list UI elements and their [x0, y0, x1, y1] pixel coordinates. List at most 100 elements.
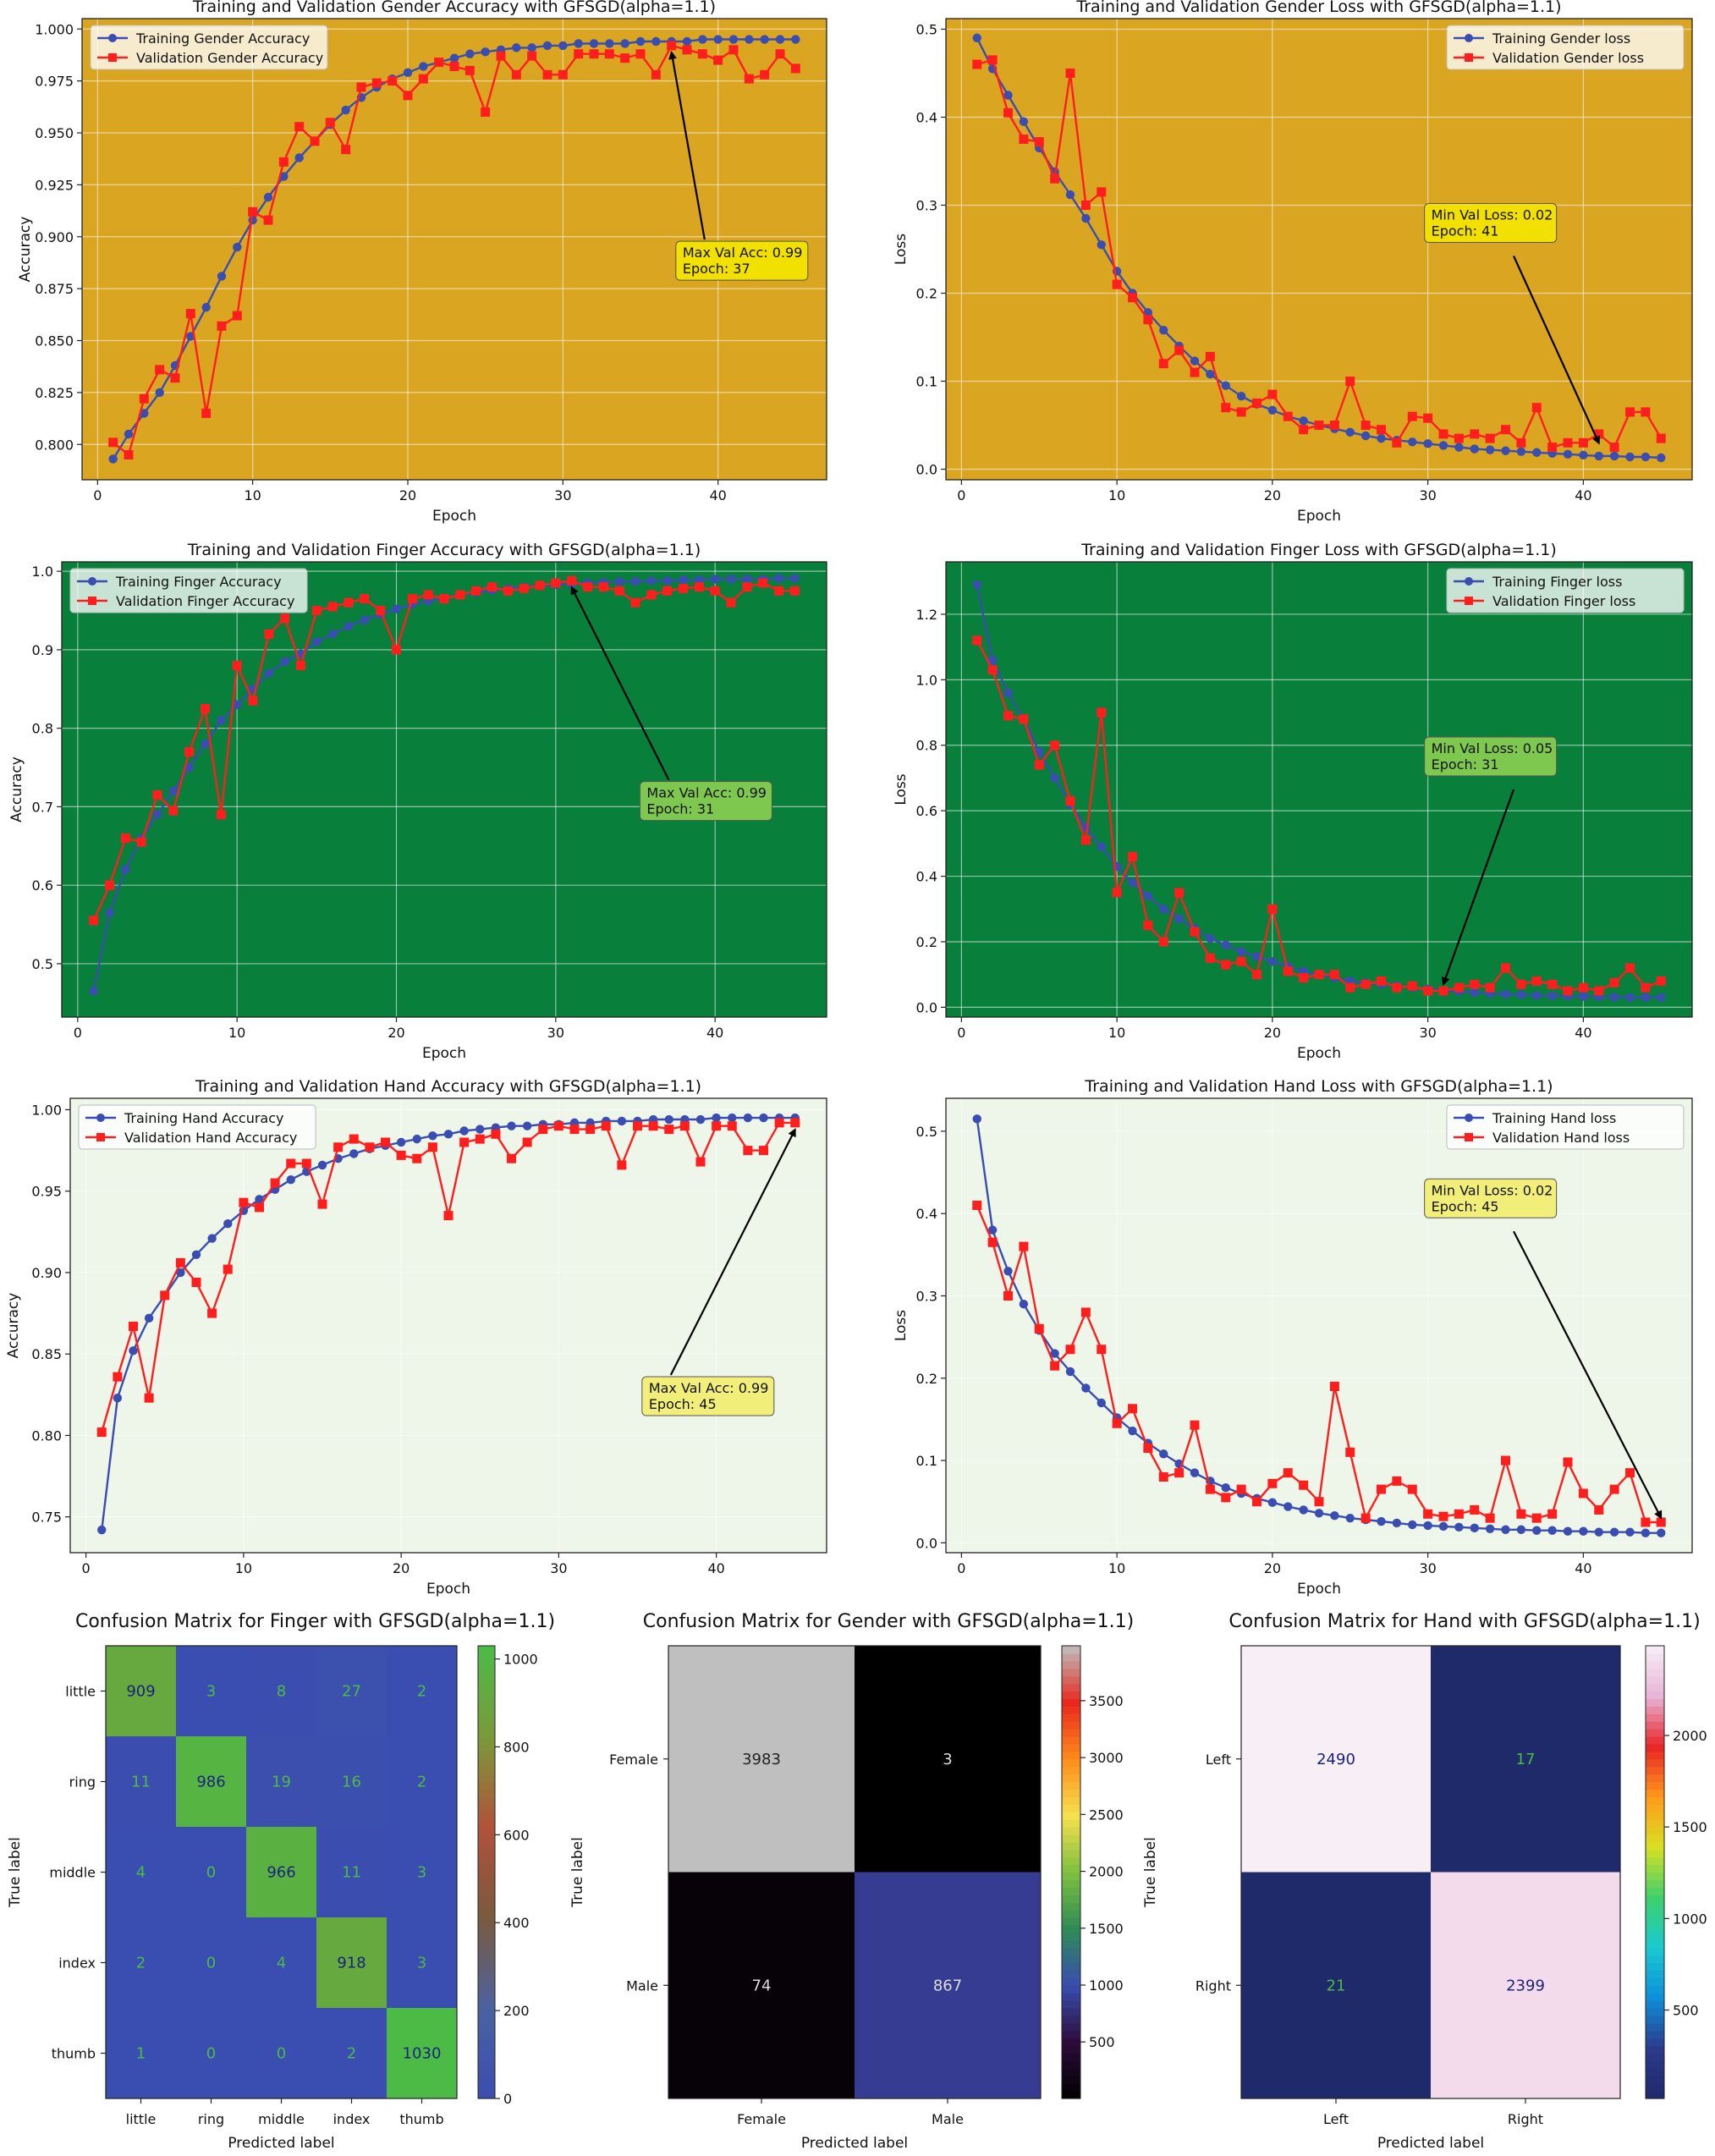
- data-point-training: [403, 68, 413, 78]
- colorbar-segment: [478, 1766, 495, 1775]
- data-point-validation: [507, 1153, 516, 1163]
- data-point-training: [481, 47, 490, 57]
- data-point-validation: [775, 49, 785, 59]
- y-tick-label: 0.9: [32, 642, 53, 658]
- data-point-validation: [396, 1150, 406, 1160]
- data-point-validation: [774, 586, 783, 596]
- data-point-training: [1159, 325, 1168, 335]
- legend-entry: Training Finger Accuracy: [115, 574, 282, 590]
- legend-box: [90, 25, 328, 70]
- heatmap-cell: [246, 1827, 317, 1918]
- heatmap-frame: [668, 1645, 1042, 2099]
- data-point-validation: [1625, 963, 1635, 973]
- colorbar-segment: [1646, 2076, 1664, 2084]
- data-point-training: [1050, 773, 1059, 783]
- data-point-validation: [301, 1158, 311, 1169]
- data-point-validation: [1034, 137, 1044, 147]
- data-point-validation: [381, 1137, 390, 1147]
- data-point-training: [255, 1195, 264, 1204]
- colorbar-segment: [1062, 2091, 1080, 2099]
- data-point-training: [1454, 1522, 1464, 1532]
- data-point-validation: [1080, 200, 1091, 210]
- colorbar-segment: [1062, 2015, 1080, 2024]
- x-tick-label: 40: [707, 1560, 724, 1576]
- heatmap-cm_finger: 909 3 8 27 2 11 986 19 16 2 4 0 966 11 3 2 0 4 918 3 1 0 0 2 103…: [7, 1611, 555, 2152]
- colorbar-segment: [478, 1910, 495, 1918]
- colorbar-segment: [1062, 1932, 1080, 1941]
- data-point-training: [1035, 747, 1044, 756]
- annotation-box: [1424, 736, 1558, 777]
- data-point-validation: [789, 586, 800, 596]
- colorbar-segment: [1646, 1721, 1664, 1730]
- data-point-validation: [185, 309, 195, 319]
- x-axis-label: Epoch: [426, 1581, 470, 1598]
- line-chart-finger_acc: 0 10 20 30 40 0.5 0.6 0.7 0.8 0.9 1.0 Training and …: [8, 541, 827, 1062]
- data-point-validation: [1314, 1497, 1324, 1507]
- data-point-training: [1594, 1527, 1603, 1537]
- plot-frame: [945, 1097, 1693, 1554]
- data-point-training: [1454, 443, 1464, 452]
- data-point-validation: [790, 1118, 800, 1128]
- annotation-text: Epoch: 31: [646, 801, 714, 817]
- colorbar-segment: [1646, 2045, 1664, 2054]
- data-point-training: [1097, 1398, 1106, 1408]
- heatmap-cell: [668, 1646, 855, 1873]
- data-point-validation: [1128, 851, 1137, 861]
- annotation-text: Min Val Loss: 0.02: [1432, 206, 1553, 223]
- data-point-validation: [160, 1290, 170, 1301]
- heatmap-cm_gender: 3983 3 74 867 Female Male Female Male Confusion …: [569, 1611, 1134, 2152]
- colorbar-segment: [478, 1653, 495, 1662]
- x-tick-label: 10: [1108, 1560, 1125, 1576]
- colorbar-segment: [1062, 1977, 1080, 1986]
- data-point-validation: [790, 63, 800, 74]
- y-tick-label: 0.90: [31, 1265, 62, 1281]
- cell-value-label: 909: [126, 1683, 155, 1701]
- annotation-text: Min Val Loss: 0.05: [1432, 740, 1553, 756]
- colorbar-tick-label: 200: [503, 2003, 530, 2019]
- colorbar-segment: [478, 1706, 495, 1714]
- heatmap-cell: [176, 1646, 247, 1737]
- x-tick-label: 30: [550, 1560, 567, 1576]
- cell-value-label: 1: [136, 2045, 146, 2063]
- data-point-validation: [972, 59, 982, 69]
- data-point-training: [233, 242, 242, 252]
- data-point-validation: [585, 1125, 596, 1135]
- data-point-training: [1501, 1525, 1510, 1534]
- data-point-training: [662, 576, 672, 586]
- data-point-validation: [583, 582, 592, 592]
- data-point-validation: [152, 789, 162, 800]
- data-point-validation: [1407, 981, 1417, 991]
- data-point-validation: [742, 582, 752, 592]
- cell-value-label: 867: [933, 1977, 962, 1994]
- data-point-training: [1065, 190, 1075, 200]
- y-axis-label: Loss: [893, 234, 910, 265]
- data-point-training: [1579, 992, 1588, 1001]
- colorbar-segment: [478, 1985, 495, 1994]
- data-point-validation: [311, 606, 322, 616]
- colorbar-segment: [478, 2038, 495, 2047]
- data-point-training: [1284, 1502, 1293, 1511]
- colorbar-segment: [1062, 1758, 1080, 1768]
- data-point-validation: [1158, 1472, 1168, 1482]
- data-point-validation: [325, 118, 335, 128]
- heatmap-cm_hand: 2490 17 21 2399 Left Right Left Right Confusion …: [1142, 1611, 1707, 2152]
- data-point-training: [1625, 452, 1635, 462]
- data-point-validation: [569, 1125, 580, 1135]
- x-tick-label: thumb: [399, 2111, 443, 2127]
- colorbar-segment: [1062, 2038, 1080, 2047]
- colorbar-segment: [1646, 1985, 1664, 1994]
- annotation-text: Epoch: 41: [1432, 223, 1499, 239]
- y-tick-label: ring: [69, 1774, 96, 1790]
- line-chart-hand_acc: 0 10 20 30 40 0.75 0.80 0.85 0.90 0.95 1.00 Trainin…: [5, 1077, 827, 1598]
- x-tick-label: 0: [93, 487, 102, 503]
- data-point-validation: [1438, 429, 1448, 439]
- x-tick-label: Male: [932, 2111, 964, 2127]
- data-point-training: [1657, 1528, 1666, 1537]
- x-tick-label: 30: [1419, 1025, 1436, 1041]
- x-tick-label: 0: [957, 1025, 965, 1041]
- data-point-validation: [1377, 1484, 1386, 1494]
- data-point-training: [1609, 1527, 1619, 1537]
- data-point-validation: [1221, 960, 1231, 970]
- data-point-validation: [89, 916, 99, 926]
- colorbar-segment: [1062, 1729, 1080, 1737]
